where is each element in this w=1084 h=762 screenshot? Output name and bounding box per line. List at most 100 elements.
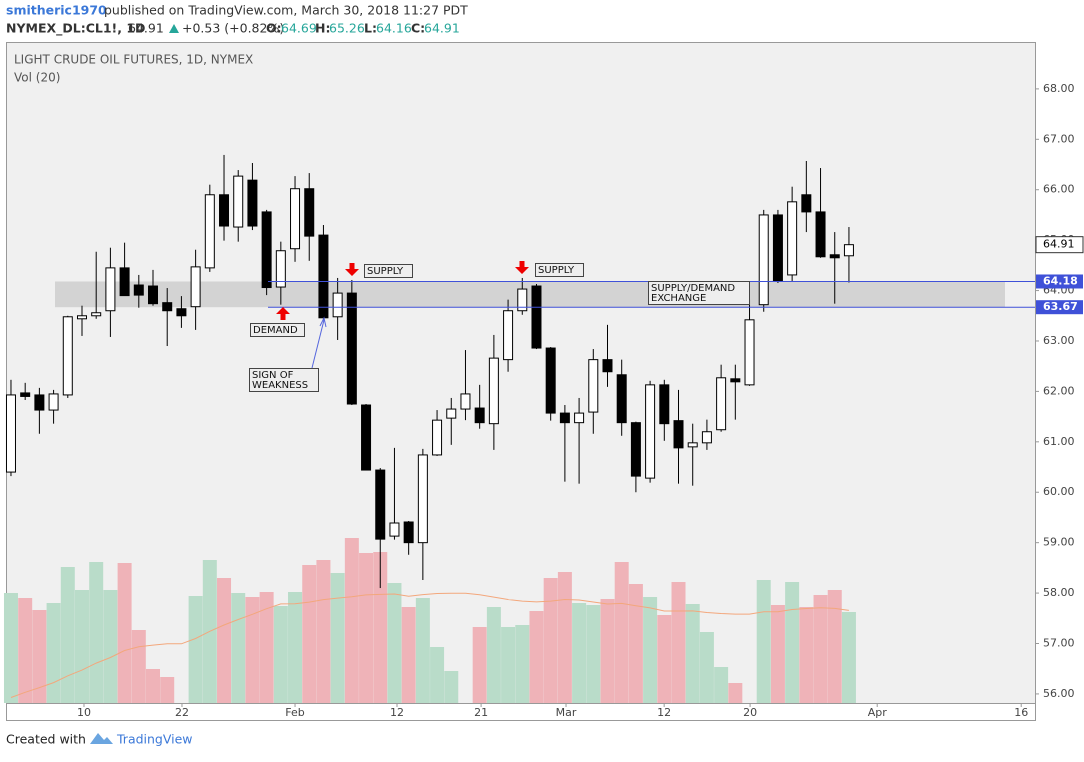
author[interactable]: smitheric1970 xyxy=(6,3,107,18)
volume-bar xyxy=(415,598,430,703)
candle-body xyxy=(815,211,826,258)
candle-body xyxy=(133,284,144,296)
h-label: H: xyxy=(315,21,330,36)
candle-body xyxy=(545,347,556,414)
volume-bar xyxy=(387,583,402,703)
last: 64.91 xyxy=(128,21,164,36)
x-tick-label: 20 xyxy=(743,706,757,719)
candle-body xyxy=(488,357,499,425)
pane xyxy=(7,43,1035,703)
candle-body xyxy=(772,214,783,282)
candle-body xyxy=(261,211,272,289)
candle-body xyxy=(460,393,471,410)
volume-bar xyxy=(131,630,146,703)
volume-bar xyxy=(344,538,359,703)
volume-bar xyxy=(245,597,260,703)
candle-body xyxy=(190,266,201,308)
candle-body xyxy=(701,431,712,444)
l: 64.16 xyxy=(376,21,412,36)
annotation: SUPPLY xyxy=(538,265,575,276)
annotation-box xyxy=(648,281,750,305)
volume-bar xyxy=(529,611,544,703)
volume-bar xyxy=(373,552,388,703)
candle-body xyxy=(432,419,443,456)
x-tick-label: Mar xyxy=(556,706,577,719)
candle-body xyxy=(687,442,698,448)
candle-body xyxy=(843,244,854,257)
x-tick-label: 16 xyxy=(1014,706,1028,719)
volume-bar xyxy=(841,612,856,703)
candle-body xyxy=(503,310,514,361)
candle-body xyxy=(290,188,301,250)
logo xyxy=(90,733,113,744)
x-tick-label: 22 xyxy=(175,706,189,719)
volume-bar xyxy=(671,582,686,703)
level-box xyxy=(1036,300,1083,315)
volume-bar xyxy=(543,578,558,703)
candle-body xyxy=(375,469,386,540)
volume-bar xyxy=(359,553,374,703)
volume-bar xyxy=(756,580,771,703)
level-box xyxy=(1036,274,1083,289)
annotation: WEAKNESS xyxy=(252,380,308,391)
candle-body xyxy=(716,377,727,431)
candle-body xyxy=(758,214,769,306)
volume-bar xyxy=(3,593,18,703)
h: 65.26 xyxy=(329,21,365,36)
volume-bar xyxy=(614,562,629,703)
annotation: EXCHANGE xyxy=(651,293,706,304)
volume-bar xyxy=(444,671,459,703)
volume-bar xyxy=(785,582,800,703)
volume-bar xyxy=(259,592,274,703)
chart-title: LIGHT CRUDE OIL FUTURES, 1D, NYMEX xyxy=(14,53,253,67)
red-arrow xyxy=(276,307,290,320)
volume-bar xyxy=(486,607,501,703)
candle-body xyxy=(389,522,400,537)
volume-bar xyxy=(586,605,601,703)
pointer-arrow xyxy=(311,316,327,369)
candle-body xyxy=(34,394,45,411)
published: published on TradingView.com, March 30, … xyxy=(104,3,468,18)
candle-body xyxy=(602,359,613,373)
volume-bar xyxy=(160,677,175,703)
volume-bar xyxy=(643,597,658,703)
volume-bar xyxy=(316,560,331,703)
y-tick-label: 58.00 xyxy=(1043,586,1075,599)
annotation: SUPPLY xyxy=(367,266,404,277)
candle-body xyxy=(5,394,16,473)
y-tick-label: 62.00 xyxy=(1043,384,1075,397)
footer-created: Created with xyxy=(6,732,86,747)
l-label: L: xyxy=(364,21,377,36)
volume-bar xyxy=(288,592,303,703)
footer-brand[interactable]: TradingView xyxy=(116,732,193,747)
volume-bar xyxy=(813,595,828,703)
volume-bar xyxy=(302,565,317,703)
annotation-box xyxy=(249,368,319,392)
candle-body xyxy=(91,312,102,317)
volume-bar xyxy=(217,578,232,703)
candle-body xyxy=(119,267,130,297)
plot xyxy=(3,154,1035,703)
volume-bar xyxy=(18,598,33,703)
x-tick-label: 21 xyxy=(474,706,488,719)
volume-bar xyxy=(515,625,530,703)
volume-bar xyxy=(799,607,814,703)
last-price-label: 64.91 xyxy=(1043,238,1075,251)
y-tick-label: 59.00 xyxy=(1043,536,1075,549)
level-label: 63.67 xyxy=(1043,300,1078,313)
volume-bar xyxy=(46,603,61,703)
candle-body xyxy=(176,308,187,317)
candle-body xyxy=(318,234,329,319)
candle-body xyxy=(219,194,230,227)
volume-bar xyxy=(699,632,714,703)
x-tick-label: 10 xyxy=(77,706,91,719)
volume-bar xyxy=(501,627,516,703)
o-label: O: xyxy=(266,21,282,36)
candle-body xyxy=(204,194,215,269)
volume-bar xyxy=(714,667,729,703)
candle-body xyxy=(275,250,286,288)
candle-body xyxy=(148,285,159,305)
volume-ma xyxy=(10,592,849,698)
red-arrow xyxy=(515,261,529,274)
candle-body xyxy=(801,194,812,213)
